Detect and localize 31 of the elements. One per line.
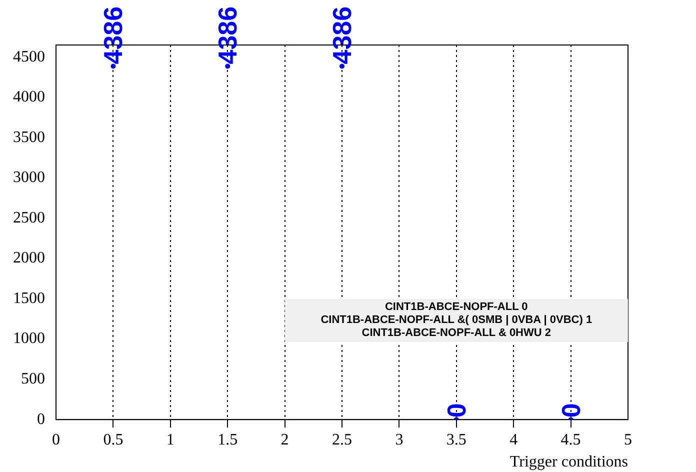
y-tick-label: 0 xyxy=(37,410,45,428)
x-tick-label: 4 xyxy=(510,431,518,448)
y-tick-label: 1500 xyxy=(13,290,45,307)
y-tick-label: 4000 xyxy=(13,88,45,106)
x-tick-label: 3.5 xyxy=(446,431,466,448)
annotation: CINT1B-ABCE-NOPF-ALL 0 xyxy=(384,300,529,314)
data-label: 0 xyxy=(441,403,472,418)
y-tick-label: 4500 xyxy=(13,48,45,66)
x-tick-label: 1 xyxy=(166,431,174,448)
data-label: 4386 xyxy=(98,6,128,64)
x-axis-title: Trigger conditions xyxy=(510,454,628,471)
x-tick-label: 0.5 xyxy=(103,431,124,448)
x-tick-label: 5 xyxy=(624,431,632,448)
y-tick-label: 1000 xyxy=(13,330,45,348)
y-tick-label: 2000 xyxy=(13,250,45,267)
y-tick-label: 3000 xyxy=(13,169,45,186)
x-tick-label: 0 xyxy=(52,431,60,448)
x-tick-label: 1.5 xyxy=(218,431,238,448)
annotation: CINT1B-ABCE-NOPF-ALL & 0HWU 2 xyxy=(360,326,552,340)
x-tick-label: 3 xyxy=(395,431,404,448)
x-tick-label: 2 xyxy=(280,431,289,448)
annotation: CINT1B-ABCE-NOPF-ALL &( 0SMB | 0VBA | 0VBC) 1 xyxy=(320,314,594,327)
x-tick-label: 4.5 xyxy=(560,431,581,448)
legend-box: CINT1B-ABCE-NOPF-ALL 0 CINT1B-ABCE-NOPF-ALL &( 0SMB | 0VBA | 0VBC) 1 CINT1B-ABCE-NOPF-ALL & 0HWU 2 xyxy=(284,298,628,342)
y-tick-label: 500 xyxy=(21,370,45,388)
data-label: 4386 xyxy=(327,6,357,64)
y-tick-label: 3500 xyxy=(13,128,45,146)
data-label: 0 xyxy=(556,403,586,418)
data-label: 4386 xyxy=(212,6,243,64)
y-tick-label: 2500 xyxy=(13,209,45,226)
x-tick-label: 2.5 xyxy=(332,431,352,448)
